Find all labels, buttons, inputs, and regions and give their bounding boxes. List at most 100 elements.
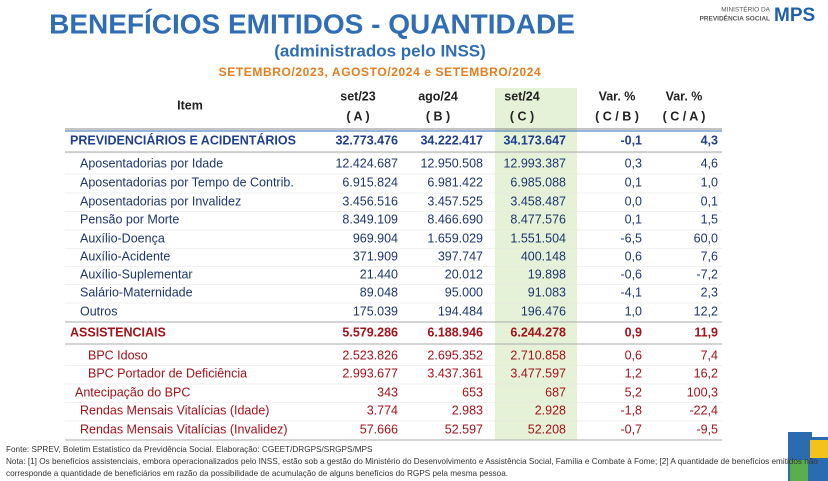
cell: 2.523.826 (342, 348, 398, 362)
cell: 12.993.387 (503, 156, 566, 170)
source: Fonte: SPREV, Boletim Estatístico da Pre… (6, 445, 373, 454)
cell: 60,0 (694, 231, 718, 245)
cell: 3.457.525 (427, 194, 483, 208)
cell: 100,3 (687, 385, 718, 399)
row-label: PREVIDENCIÁRIOS E ACIDENTÁRIOS (70, 132, 296, 147)
cell: 1.659.029 (427, 231, 483, 245)
title: BENEFÍCIOS EMITIDOS - QUANTIDADE (49, 8, 575, 39)
cell: 3.456.516 (342, 194, 398, 208)
cell: 6.188.946 (427, 325, 483, 339)
cell: 8.477.576 (510, 212, 566, 226)
cell: -7,2 (696, 267, 718, 281)
cell: 95.000 (445, 285, 483, 299)
row-label: BPC Idoso (88, 348, 148, 362)
note: Nota: [1] Os benefícios assistenciais, e… (6, 457, 818, 478)
cell: 91.083 (528, 285, 566, 299)
cell: 2.928 (535, 403, 566, 417)
cell: 400.148 (521, 249, 566, 263)
logo-line: PREVIDÊNCIA SOCIAL (699, 14, 770, 23)
row-label: Outros (80, 304, 118, 318)
cell: 6.985.088 (510, 175, 566, 189)
cell: 20.012 (445, 267, 483, 281)
logo-line: MINISTÉRIO DA (721, 5, 770, 14)
cell: 0,0 (625, 194, 642, 208)
cell: 0,9 (625, 325, 642, 339)
cell: 12.424.687 (335, 156, 398, 170)
cell: 1,2 (625, 366, 642, 380)
cell: 0,1 (701, 194, 718, 208)
cell: 57.666 (360, 422, 398, 436)
cell: 4,3 (701, 133, 718, 147)
cell: 5,2 (625, 385, 642, 399)
cell: 653 (462, 385, 483, 399)
cell: 11,9 (694, 325, 718, 339)
row-label: Aposentadorias por Idade (80, 156, 223, 170)
cell: -22,4 (690, 403, 719, 417)
cell: 0,1 (625, 175, 642, 189)
cell: 89.048 (360, 285, 398, 299)
column-header: Var. % (666, 89, 703, 103)
cell: 175.039 (353, 304, 398, 318)
cell: 6.981.422 (427, 175, 483, 189)
table: Item set/23 ( A ) ago/24 ( B ) set/24 ( C ) Var… (65, 89, 722, 441)
decor-block (812, 425, 828, 437)
row-label: Auxílio-Doença (80, 231, 165, 245)
cell: 4,6 (701, 156, 718, 170)
cell: 0,1 (625, 212, 642, 226)
subtitle: (administrados pelo INSS) (274, 41, 486, 60)
row-label: Rendas Mensais Vitalícias (Idade) (80, 403, 269, 417)
cell: 34.222.417 (420, 133, 483, 147)
row-label: BPC Portador de Deficiência (88, 366, 247, 380)
decor (788, 425, 828, 481)
column-header: ( A ) (346, 109, 369, 123)
column-header: ( C / B ) (595, 109, 639, 123)
cell: 2.993.677 (342, 366, 398, 380)
cell: 2.710.858 (510, 348, 566, 362)
column-header: set/23 (340, 89, 375, 103)
decor-block (810, 440, 828, 458)
cell: 194.484 (438, 304, 483, 318)
row-label: Rendas Mensais Vitalícias (Invalidez) (80, 422, 288, 436)
cell: 32.773.476 (335, 133, 398, 147)
cell: 196.476 (521, 304, 566, 318)
cell: 12.950.508 (420, 156, 483, 170)
cell: 3.458.487 (510, 194, 566, 208)
row-label: Pensão por Morte (80, 212, 179, 226)
column-header: Item (177, 98, 203, 112)
row-label: Auxílio-Suplementar (80, 267, 193, 281)
cell: 52.597 (445, 422, 483, 436)
cell: 7,6 (701, 249, 718, 263)
column-header: ( B ) (426, 109, 450, 123)
cell: 7,4 (701, 348, 718, 362)
cell: -6,5 (620, 231, 642, 245)
cell: 2,3 (701, 285, 718, 299)
cell: 969.904 (353, 231, 398, 245)
column-header: ( C ) (510, 109, 534, 123)
cell: 397.747 (438, 249, 483, 263)
cell: -0,7 (620, 422, 642, 436)
column-header: ago/24 (418, 89, 458, 103)
row-label: Auxílio-Acidente (80, 249, 170, 263)
cell: 687 (545, 385, 566, 399)
row-label: Aposentadorias por Tempo de Contrib. (80, 175, 294, 189)
cell: -4,1 (620, 285, 642, 299)
cell: -1,8 (620, 403, 642, 417)
cell: -0,1 (620, 133, 642, 147)
cell: 3.477.597 (510, 366, 566, 380)
cell: 2.983 (452, 403, 483, 417)
cell: 16,2 (694, 366, 718, 380)
cell: 343 (377, 385, 398, 399)
highlight-column (495, 88, 577, 440)
decor-block (790, 460, 808, 481)
cell: 371.909 (353, 249, 398, 263)
logo-acronym: MPS (774, 5, 815, 26)
cell: 3.774 (367, 403, 398, 417)
row-label: ASSISTENCIAIS (70, 325, 166, 339)
row-label: Salário-Maternidade (80, 285, 193, 299)
cell: 12,2 (694, 304, 718, 318)
cell: 0,3 (625, 156, 642, 170)
cell: 0,6 (625, 249, 642, 263)
cell: 1,0 (701, 175, 718, 189)
